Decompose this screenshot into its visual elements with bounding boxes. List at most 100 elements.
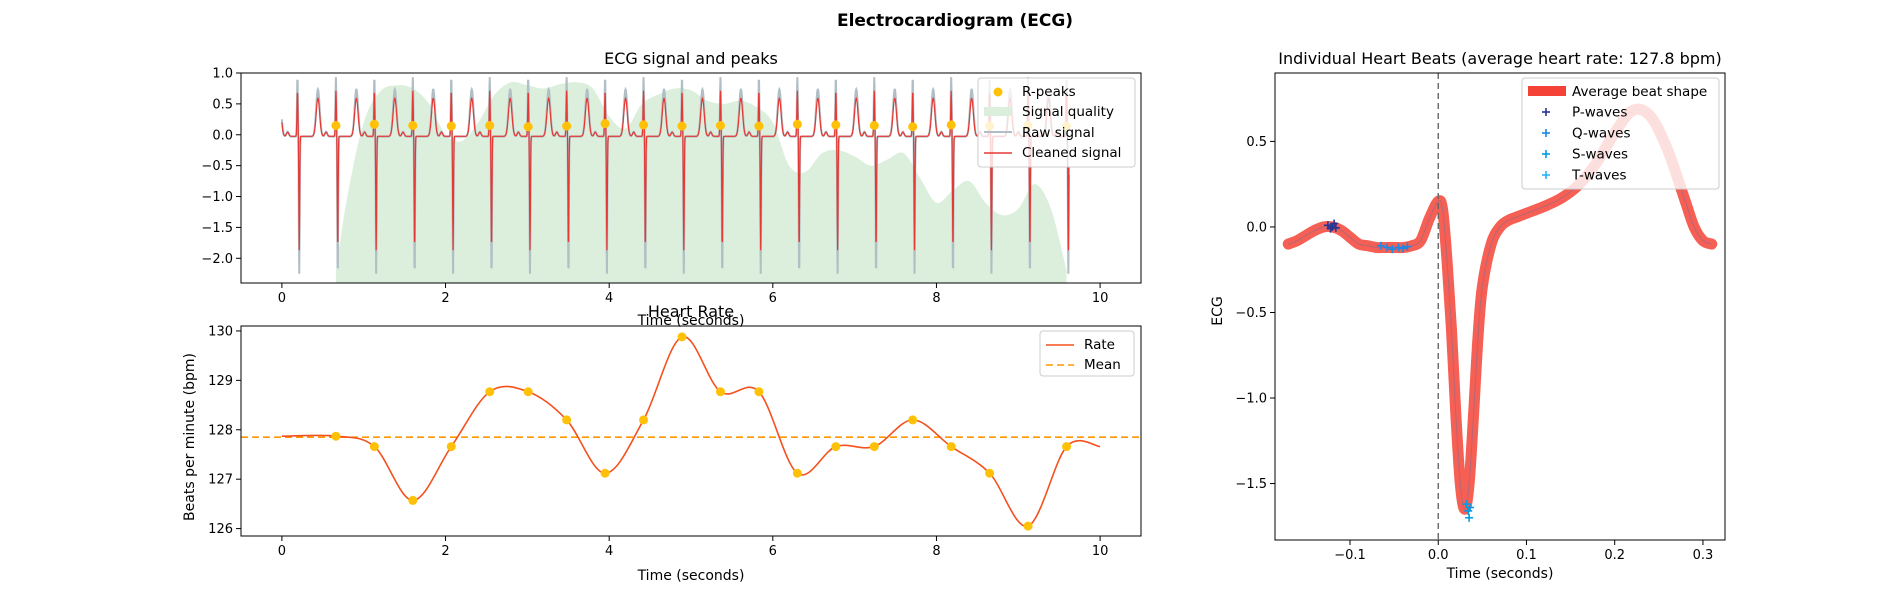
s-wave-marker <box>1466 503 1474 512</box>
heart-rate-point <box>331 431 341 441</box>
ecg-plot-area: 0 2 4 6 8 10 1.0 0.5 0.0 −0.5 −1.0 −1.5 −2.0 <box>201 67 1142 306</box>
legend-average-label: Average beat shape <box>1572 84 1707 100</box>
heart-beats-y-tick-label: −1.0 <box>1235 392 1267 407</box>
heart-rate-legend: Rate Mean <box>1039 330 1135 377</box>
ecg-panel-title: ECG signal and peaks <box>604 49 778 68</box>
p-wave-marker <box>1326 224 1335 233</box>
r-peak-point <box>715 121 725 130</box>
r-peak-point <box>754 121 764 131</box>
heart-beats-y-tick-label: 0.5 <box>1246 135 1267 150</box>
ecg-x-tick-label: 6 <box>769 291 777 306</box>
legend-t-waves-label: T-waves <box>1571 168 1627 184</box>
heart-rate-x-tick-label: 6 <box>769 544 777 559</box>
heart-rate-point <box>600 468 610 478</box>
heart-rate-point <box>985 468 995 478</box>
heart-rate-point <box>446 442 456 452</box>
heart-rate-point <box>715 387 725 397</box>
heart-rate-point <box>523 387 533 397</box>
figure-title: Electrocardiogram (ECG) <box>837 11 1073 31</box>
legend-raw-label: Raw signal <box>1022 125 1095 141</box>
ecg-x-label: Time (seconds) <box>637 313 745 329</box>
q-wave-marker <box>1398 244 1407 253</box>
legend-q-waves-marker <box>1542 129 1550 137</box>
heart-rate-point <box>408 495 418 505</box>
heart-beats-x-tick-label: 0.3 <box>1693 548 1714 563</box>
heart-rate-x-tick-label: 10 <box>1092 544 1109 559</box>
s-wave-marker <box>1465 513 1474 522</box>
q-wave-marker <box>1394 243 1403 252</box>
legend-frame <box>1521 77 1720 190</box>
r-peak-point <box>639 120 649 130</box>
heart-beats-legend: Average beat shape P-waves Q-waves S-waves T… <box>1521 77 1720 190</box>
heart-rate-line <box>281 336 1101 527</box>
legend-p-waves-marker <box>1542 108 1550 116</box>
ecg-x-tick-label: 2 <box>441 291 449 306</box>
r-peak-point <box>562 121 572 131</box>
q-wave-marker <box>1383 243 1392 252</box>
heart-rate-point <box>869 442 879 452</box>
legend-r-peaks-marker <box>993 87 1003 97</box>
heart-rate-point <box>639 415 649 425</box>
legend-rate-label: Rate <box>1084 337 1115 353</box>
legend-r-peaks-label: R-peaks <box>1022 84 1076 100</box>
heart-rate-point <box>831 442 841 452</box>
heart-rate-point <box>485 387 495 397</box>
q-wave-marker <box>1376 241 1385 250</box>
heart-rate-plot-area: 0 2 4 6 8 10 126 127 128 129 130 <box>208 324 1142 559</box>
heart-rate-axes-frame <box>240 325 1142 537</box>
heart-beats-x-tick-label: 0.0 <box>1428 548 1449 563</box>
legend-cleaned-label: Cleaned signal <box>1022 145 1121 161</box>
heart-rate-point <box>369 442 379 452</box>
heart-rate-x-tick-label: 2 <box>441 544 449 559</box>
heart-beats-title: Individual Heart Beats (average heart ra… <box>1278 49 1722 68</box>
legend-q-waves-label: Q-waves <box>1572 126 1631 142</box>
heart-rate-point <box>1023 521 1033 531</box>
heart-beats-x-label: Time (seconds) <box>1446 566 1554 582</box>
legend-quality-label: Signal quality <box>1022 104 1114 120</box>
cleaned-signal-line <box>281 90 1070 251</box>
legend-frame <box>977 77 1136 168</box>
heart-rate-x-tick-label: 4 <box>605 544 613 559</box>
ecg-y-tick-label: −1.5 <box>201 221 233 236</box>
r-peak-point <box>600 119 610 129</box>
ecg-x-tick-label: 8 <box>932 291 940 306</box>
heart-rate-x-label: Time (seconds) <box>637 568 745 584</box>
r-peak-point <box>446 121 456 131</box>
heart-rate-point <box>792 468 802 478</box>
ecg-y-tick-label: −0.5 <box>201 159 233 174</box>
r-peak-point <box>485 121 495 130</box>
heart-beats-y-tick-label: 0.0 <box>1246 220 1267 235</box>
heart-rate-y-tick-label: 127 <box>208 473 233 488</box>
ecg-y-tick-label: 0.5 <box>212 97 233 112</box>
p-wave-marker <box>1331 223 1340 232</box>
r-peak-point <box>369 119 379 129</box>
legend-mean-label: Mean <box>1084 357 1121 373</box>
r-peak-point <box>946 120 956 130</box>
heart-beats-x-tick-label: 0.2 <box>1604 548 1625 563</box>
ecg-y-tick-label: 1.0 <box>212 67 233 82</box>
heart-beats-x-tick-label: 0.1 <box>1516 548 1537 563</box>
heart-rate-x-tick-label: 0 <box>278 544 286 559</box>
heart-rate-x-tick-label: 8 <box>932 544 940 559</box>
ecg-y-tick-label: −2.0 <box>201 252 233 267</box>
heart-rate-y-tick-label: 129 <box>208 374 233 389</box>
legend-s-waves-label: S-waves <box>1572 147 1628 163</box>
heart-beats-y-tick-label: −1.5 <box>1235 477 1267 492</box>
heart-rate-point <box>946 442 956 452</box>
heart-rate-point <box>677 332 687 342</box>
heart-rate-y-tick-label: 126 <box>208 522 233 537</box>
legend-average-swatch <box>1528 86 1566 96</box>
heart-beats-y-label: ECG <box>1210 296 1226 325</box>
heart-beats-axes-frame <box>1274 72 1726 541</box>
heart-rate-panel: Heart Rate 0 2 4 6 8 10 126 127 128 129 130 Time (… <box>182 302 1142 584</box>
heart-rate-y-label: Beats per minute (bpm) <box>182 353 198 521</box>
legend-p-waves-label: P-waves <box>1572 105 1627 121</box>
r-peak-point <box>677 121 687 131</box>
r-peak-point <box>831 120 841 130</box>
r-peak-point <box>792 119 802 129</box>
ecg-x-tick-label: 10 <box>1092 291 1109 306</box>
heart-rate-point <box>908 415 918 425</box>
legend-quality-swatch <box>984 107 1012 116</box>
ecg-legend: R-peaks Signal quality Raw signal Cleaned s… <box>977 77 1136 168</box>
